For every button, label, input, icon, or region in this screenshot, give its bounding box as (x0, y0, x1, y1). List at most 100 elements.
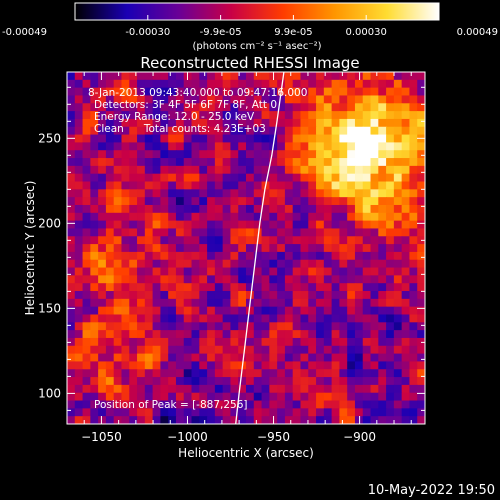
heatmap-cell (74, 384, 84, 394)
heatmap-cell (316, 361, 325, 370)
heatmap-cell (74, 392, 84, 402)
heatmap-cell (67, 259, 76, 269)
heatmap-cell (74, 79, 84, 89)
heatmap-cell (214, 79, 224, 89)
heatmap-cell (230, 158, 239, 167)
heatmap-cell (152, 322, 161, 331)
heatmap-cell (277, 220, 286, 230)
heatmap-cell (277, 408, 286, 417)
heatmap-cell (168, 189, 177, 198)
heatmap-cell (417, 87, 425, 97)
heatmap-cell (354, 118, 364, 128)
heatmap-cell (144, 204, 154, 214)
heatmap-cell (409, 244, 418, 253)
heatmap-cell (347, 126, 356, 136)
heatmap-cell (230, 377, 239, 386)
heatmap-cell (214, 416, 224, 424)
heatmap-cell (230, 189, 239, 198)
heatmap-cell (74, 95, 84, 104)
heatmap-cell (90, 142, 99, 151)
heatmap-cell (98, 220, 107, 230)
heatmap-cell (175, 189, 185, 198)
heatmap-cell (137, 392, 146, 402)
heatmap-cell (277, 330, 286, 339)
heatmap-cell (401, 416, 411, 424)
heatmap-cell (74, 283, 84, 292)
heatmap-cell (137, 134, 146, 143)
heatmap-cell (230, 416, 239, 424)
heatmap-cell (354, 345, 364, 355)
heatmap-cell (175, 400, 185, 409)
heatmap-cell (253, 111, 263, 120)
heatmap-cell (409, 298, 418, 308)
heatmap-cell (261, 345, 270, 355)
heatmap-cell (401, 314, 411, 323)
heatmap-cell (121, 165, 130, 175)
heatmap-cell (300, 181, 309, 190)
heatmap-cell (230, 283, 239, 292)
heatmap-cell (409, 345, 418, 355)
heatmap-cell (207, 251, 216, 261)
heatmap-cell (261, 259, 270, 269)
heatmap-cell (308, 259, 317, 269)
heatmap-cell (222, 126, 232, 136)
heatmap-cell (175, 275, 185, 284)
heatmap-cell (67, 79, 76, 89)
heatmap-cell (90, 384, 99, 394)
heatmap-cell (168, 400, 177, 409)
heatmap-cell (82, 400, 91, 409)
heatmap-cell (67, 142, 76, 151)
heatmap-cell (331, 392, 340, 402)
heatmap-cell (175, 377, 185, 386)
heatmap-cell (129, 165, 138, 175)
heatmap-cell (160, 212, 169, 222)
heatmap-cell (160, 189, 169, 198)
heatmap-cell (370, 126, 379, 136)
heatmap-cell (323, 330, 333, 339)
heatmap-cell (230, 337, 239, 347)
heatmap-cell (339, 197, 348, 206)
heatmap-cell (323, 275, 333, 284)
heatmap-cell (74, 236, 84, 245)
heatmap-cell (98, 111, 107, 120)
heatmap-cell (137, 189, 146, 198)
heatmap-cell (393, 134, 403, 143)
heatmap-cell (378, 103, 387, 112)
heatmap-cell (409, 377, 418, 386)
heatmap-cell (207, 204, 216, 214)
heatmap-cell (269, 408, 278, 417)
heatmap-cell (160, 306, 169, 316)
heatmap-cell (316, 369, 325, 378)
heatmap-cell (230, 314, 239, 323)
heatmap-cell (191, 384, 200, 394)
heatmap-cell (121, 212, 130, 222)
heatmap-cell (168, 103, 177, 112)
heatmap-cell (175, 103, 185, 112)
heatmap-cell (160, 337, 169, 347)
heatmap-cell (370, 181, 379, 190)
heatmap-cell (160, 416, 169, 424)
heatmap-cell (238, 291, 247, 300)
heatmap-cell (409, 189, 418, 198)
heatmap-cell (152, 259, 161, 269)
heatmap-cell (323, 118, 333, 128)
heatmap-cell (308, 392, 317, 402)
heatmap-cell (74, 408, 84, 417)
heatmap-cell (354, 244, 364, 253)
heatmap-cell (300, 244, 309, 253)
heatmap-cell (269, 306, 278, 316)
heatmap-cell (160, 103, 169, 112)
heatmap-cell (191, 314, 200, 323)
heatmap-cell (168, 111, 177, 120)
heatmap-cell (417, 259, 425, 269)
heatmap-cell (401, 142, 411, 151)
heatmap-cell (82, 142, 91, 151)
heatmap-cell (354, 400, 364, 409)
heatmap-cell (105, 72, 115, 81)
heatmap-cell (347, 400, 356, 409)
heatmap-cell (144, 189, 154, 198)
heatmap-cell (277, 369, 286, 378)
heatmap-cell (362, 126, 372, 136)
heatmap-cell (277, 212, 286, 222)
heatmap-cell (354, 283, 364, 292)
